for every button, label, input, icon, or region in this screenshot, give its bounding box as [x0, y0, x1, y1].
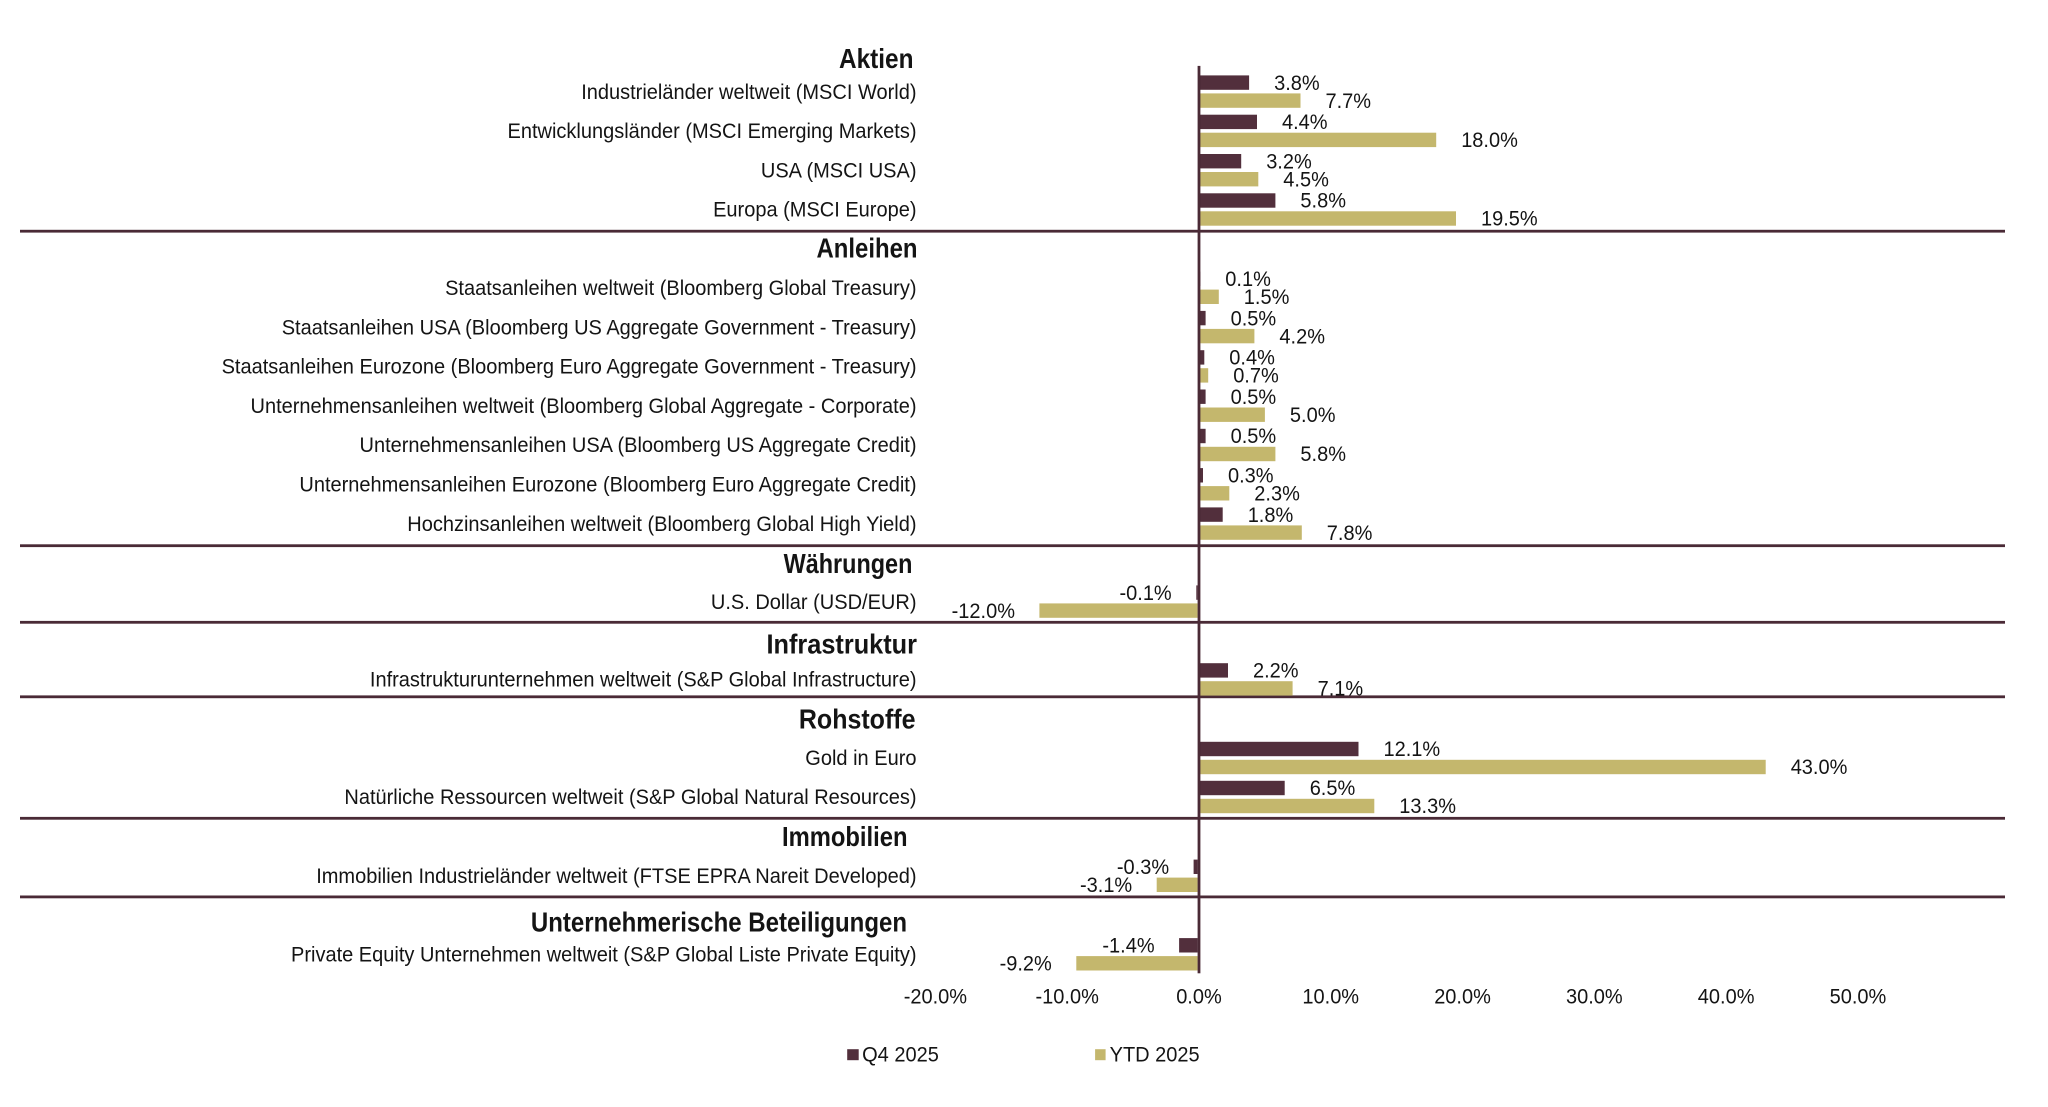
- svg-text:Q4 2025: Q4 2025: [862, 1043, 939, 1066]
- svg-text:19.5%: 19.5%: [1481, 208, 1538, 231]
- svg-text:4.2%: 4.2%: [1279, 325, 1325, 348]
- svg-text:0.0%: 0.0%: [1176, 986, 1222, 1009]
- svg-text:-9.2%: -9.2%: [1000, 953, 1052, 976]
- svg-text:6.5%: 6.5%: [1310, 777, 1356, 800]
- svg-text:Infrastrukturunternehmen weltw: Infrastrukturunternehmen weltweit (S&P G…: [370, 669, 917, 692]
- svg-text:Staatsanleihen Eurozone (Bloom: Staatsanleihen Eurozone (Bloomberg Euro …: [222, 356, 917, 379]
- svg-text:7.8%: 7.8%: [1327, 522, 1373, 545]
- svg-text:50.0%: 50.0%: [1830, 986, 1887, 1009]
- svg-text:0.3%: 0.3%: [1228, 465, 1274, 488]
- svg-text:-12.0%: -12.0%: [952, 600, 1015, 623]
- svg-text:0.1%: 0.1%: [1225, 268, 1271, 291]
- svg-text:0.4%: 0.4%: [1229, 347, 1275, 370]
- svg-text:Anleihen: Anleihen: [817, 233, 918, 264]
- svg-text:-0.1%: -0.1%: [1120, 582, 1172, 605]
- svg-text:0.5%: 0.5%: [1231, 307, 1277, 330]
- svg-text:2.2%: 2.2%: [1253, 660, 1299, 683]
- svg-text:7.1%: 7.1%: [1318, 678, 1364, 701]
- svg-text:Hochzinsanleihen weltweit (Blo: Hochzinsanleihen weltweit (Bloomberg Glo…: [407, 513, 916, 536]
- svg-text:2.3%: 2.3%: [1254, 483, 1300, 506]
- svg-text:Entwicklungsländer (MSCI Emerg: Entwicklungsländer (MSCI Emerging Market…: [508, 120, 917, 143]
- svg-text:30.0%: 30.0%: [1566, 986, 1623, 1009]
- svg-text:3.2%: 3.2%: [1266, 150, 1312, 173]
- svg-text:40.0%: 40.0%: [1698, 986, 1755, 1009]
- svg-text:U.S. Dollar (USD/EUR): U.S. Dollar (USD/EUR): [711, 591, 917, 614]
- svg-text:Private Equity Unternehmen wel: Private Equity Unternehmen weltweit (S&P…: [291, 944, 917, 967]
- svg-text:-20.0%: -20.0%: [904, 986, 967, 1009]
- svg-text:1.8%: 1.8%: [1248, 504, 1294, 527]
- svg-text:-0.3%: -0.3%: [1117, 856, 1169, 879]
- svg-text:Immobilien Industrieländer wel: Immobilien Industrieländer weltweit (FTS…: [316, 865, 916, 888]
- svg-text:Natürliche Ressourcen weltweit: Natürliche Ressourcen weltweit (S&P Glob…: [344, 786, 916, 809]
- svg-text:12.1%: 12.1%: [1384, 738, 1441, 761]
- svg-text:Industrieländer weltweit (MSCI: Industrieländer weltweit (MSCI World): [581, 81, 916, 104]
- svg-text:5.8%: 5.8%: [1300, 190, 1346, 213]
- svg-text:0.5%: 0.5%: [1231, 425, 1277, 448]
- svg-text:Unternehmensanleihen weltweit: Unternehmensanleihen weltweit (Bloomberg…: [251, 395, 917, 418]
- svg-text:YTD 2025: YTD 2025: [1110, 1043, 1200, 1066]
- svg-text:-10.0%: -10.0%: [1036, 986, 1099, 1009]
- svg-text:Unternehmensanleihen Eurozone: Unternehmensanleihen Eurozone (Bloomberg…: [299, 474, 916, 497]
- svg-text:3.8%: 3.8%: [1274, 72, 1320, 95]
- svg-text:4.4%: 4.4%: [1282, 111, 1328, 134]
- svg-text:0.5%: 0.5%: [1231, 386, 1277, 409]
- svg-text:0.7%: 0.7%: [1233, 365, 1279, 388]
- svg-text:Immobilien: Immobilien: [782, 821, 908, 852]
- svg-text:Rohstoffe: Rohstoffe: [799, 704, 916, 735]
- svg-text:Staatsanleihen weltweit (Bloom: Staatsanleihen weltweit (Bloomberg Globa…: [445, 277, 916, 300]
- svg-text:5.8%: 5.8%: [1300, 443, 1346, 466]
- svg-text:5.0%: 5.0%: [1290, 404, 1336, 427]
- svg-text:Unternehmerische Beteiligungen: Unternehmerische Beteiligungen: [531, 906, 907, 937]
- svg-text:Staatsanleihen USA (Bloomberg: Staatsanleihen USA (Bloomberg US Aggrega…: [282, 316, 917, 339]
- svg-text:Aktien: Aktien: [839, 43, 914, 74]
- svg-text:10.0%: 10.0%: [1302, 986, 1359, 1009]
- svg-text:4.5%: 4.5%: [1283, 168, 1329, 191]
- svg-text:Infrastruktur: Infrastruktur: [767, 628, 918, 659]
- svg-text:-3.1%: -3.1%: [1080, 874, 1132, 897]
- svg-text:Europa (MSCI Europe): Europa (MSCI Europe): [713, 199, 916, 222]
- svg-text:43.0%: 43.0%: [1791, 756, 1848, 779]
- svg-text:Unternehmensanleihen USA (Bloo: Unternehmensanleihen USA (Bloomberg US A…: [360, 434, 917, 457]
- svg-text:18.0%: 18.0%: [1461, 129, 1518, 152]
- svg-text:7.7%: 7.7%: [1326, 90, 1372, 113]
- svg-text:USA (MSCI USA): USA (MSCI USA): [761, 159, 917, 182]
- svg-text:Gold in Euro: Gold in Euro: [805, 747, 916, 770]
- svg-text:13.3%: 13.3%: [1399, 795, 1456, 818]
- svg-text:-1.4%: -1.4%: [1102, 935, 1154, 958]
- svg-text:1.5%: 1.5%: [1244, 286, 1290, 309]
- svg-text:Währungen: Währungen: [784, 548, 913, 579]
- svg-text:20.0%: 20.0%: [1434, 986, 1491, 1009]
